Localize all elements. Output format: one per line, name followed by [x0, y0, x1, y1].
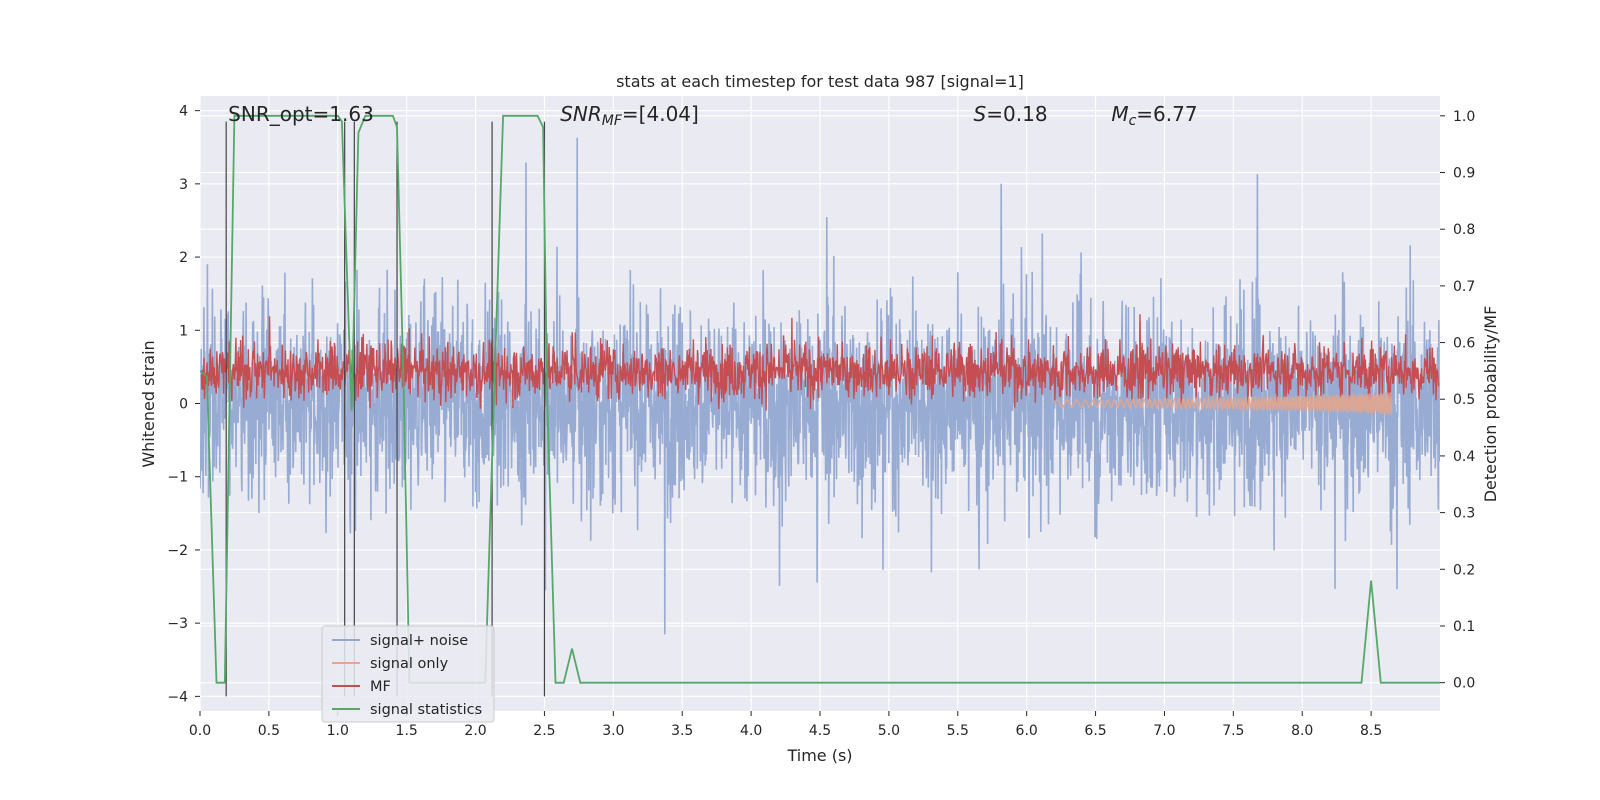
y-axis-label-left: Whitened strain: [139, 340, 158, 467]
y-left-tick-label: 1: [179, 323, 188, 339]
x-tick-label: 3.5: [671, 723, 693, 739]
annotations: SNR_opt=1.63 SNRMF=[4.04] S=0.18 Mc=6.77: [228, 102, 1197, 129]
x-tick-label: 2.0: [464, 723, 486, 739]
x-tick-label: 8.5: [1360, 723, 1382, 739]
y-left-tick-label: −2: [167, 543, 188, 559]
y-right-tick-label: 0.4: [1453, 449, 1475, 465]
legend: signal+ noise signal only MF signal statist…: [321, 625, 495, 723]
annotation: SNRMF=[4.04]: [560, 102, 699, 129]
x-tick-label: 3.0: [602, 723, 624, 739]
annotation-value: =6.77: [1136, 102, 1197, 126]
legend-label: signal+ noise: [370, 633, 468, 649]
x-tick-label: 7.0: [1153, 723, 1175, 739]
legend-label: signal statistics: [370, 702, 482, 718]
y-left-tick-label: −3: [167, 616, 188, 632]
y-right-tick-label: 0.0: [1453, 676, 1475, 692]
annotation-subscript: c: [1129, 113, 1137, 129]
x-tick-label: 6.0: [1016, 723, 1038, 739]
x-tick-label: 0.0: [189, 723, 211, 739]
y-left-tick-label: −4: [167, 689, 188, 705]
y-left-tick-label: 0: [179, 397, 188, 413]
x-tick-label: 5.0: [878, 723, 900, 739]
grid: [199, 96, 1440, 711]
annotation: SNR_opt=1.63: [228, 102, 374, 126]
signal-only-line: [1053, 392, 1393, 415]
annotation-value: =0.18: [986, 102, 1047, 126]
x-tick-label: 6.5: [1084, 723, 1106, 739]
annotation: S=0.18: [974, 102, 1048, 126]
y-left-tick-label: 4: [179, 104, 188, 120]
y-right-tick-label: 0.5: [1453, 392, 1475, 408]
y-axis-label-right: Detection probability/MF: [1481, 306, 1500, 503]
y-right-tick-label: 1.0: [1453, 109, 1475, 125]
chart-title: stats at each timestep for test data 987…: [616, 72, 1024, 91]
y-left-tick-label: −1: [167, 470, 188, 486]
annotation-value: =[4.04]: [622, 102, 699, 126]
x-ticks: 0.0 0.5 1.0 1.5 2.0 2.5 3.0 3.5 4.0 4.5 5.0 5.5 6.0 6…: [189, 711, 1382, 739]
annotation: Mc=6.77: [1111, 102, 1197, 129]
y-right-tick-label: 0.8: [1453, 222, 1475, 238]
legend-box: [321, 625, 495, 723]
annotation-main: S: [974, 102, 987, 126]
y-right-tick-label: 0.9: [1453, 166, 1475, 182]
x-axis-label: Time (s): [786, 746, 852, 765]
x-tick-label: 2.5: [533, 723, 555, 739]
annotation-subscript: MF: [602, 113, 623, 129]
x-tick-label: 0.5: [258, 723, 280, 739]
y-right-tick-label: 0.7: [1453, 279, 1475, 295]
x-tick-label: 8.0: [1291, 723, 1313, 739]
y-right-tick-label: 0.1: [1453, 619, 1475, 635]
x-tick-label: 1.0: [327, 723, 349, 739]
y-right-ticks: 0.0 0.1 0.2 0.3 0.4 0.5 0.6 0.7 0.8 0.9 1.0: [1440, 109, 1475, 692]
x-tick-label: 4.5: [809, 723, 831, 739]
y-left-ticks: −4 −3 −2 −1 0 1 2 3 4: [167, 104, 200, 705]
y-right-tick-label: 0.6: [1453, 336, 1475, 352]
x-tick-label: 5.5: [947, 723, 969, 739]
annotation-main: M: [1111, 102, 1128, 126]
y-left-tick-label: 2: [179, 250, 188, 266]
legend-label: signal only: [370, 656, 449, 672]
annotation-main: SNR: [560, 102, 602, 126]
y-right-tick-label: 0.2: [1453, 562, 1475, 578]
x-tick-label: 4.0: [740, 723, 762, 739]
y-right-tick-label: 0.3: [1453, 506, 1475, 522]
x-tick-label: 1.5: [396, 723, 418, 739]
y-left-tick-label: 3: [179, 177, 188, 193]
x-tick-label: 7.5: [1222, 723, 1244, 739]
mf-line: [200, 314, 1440, 411]
legend-label: MF: [370, 679, 391, 695]
